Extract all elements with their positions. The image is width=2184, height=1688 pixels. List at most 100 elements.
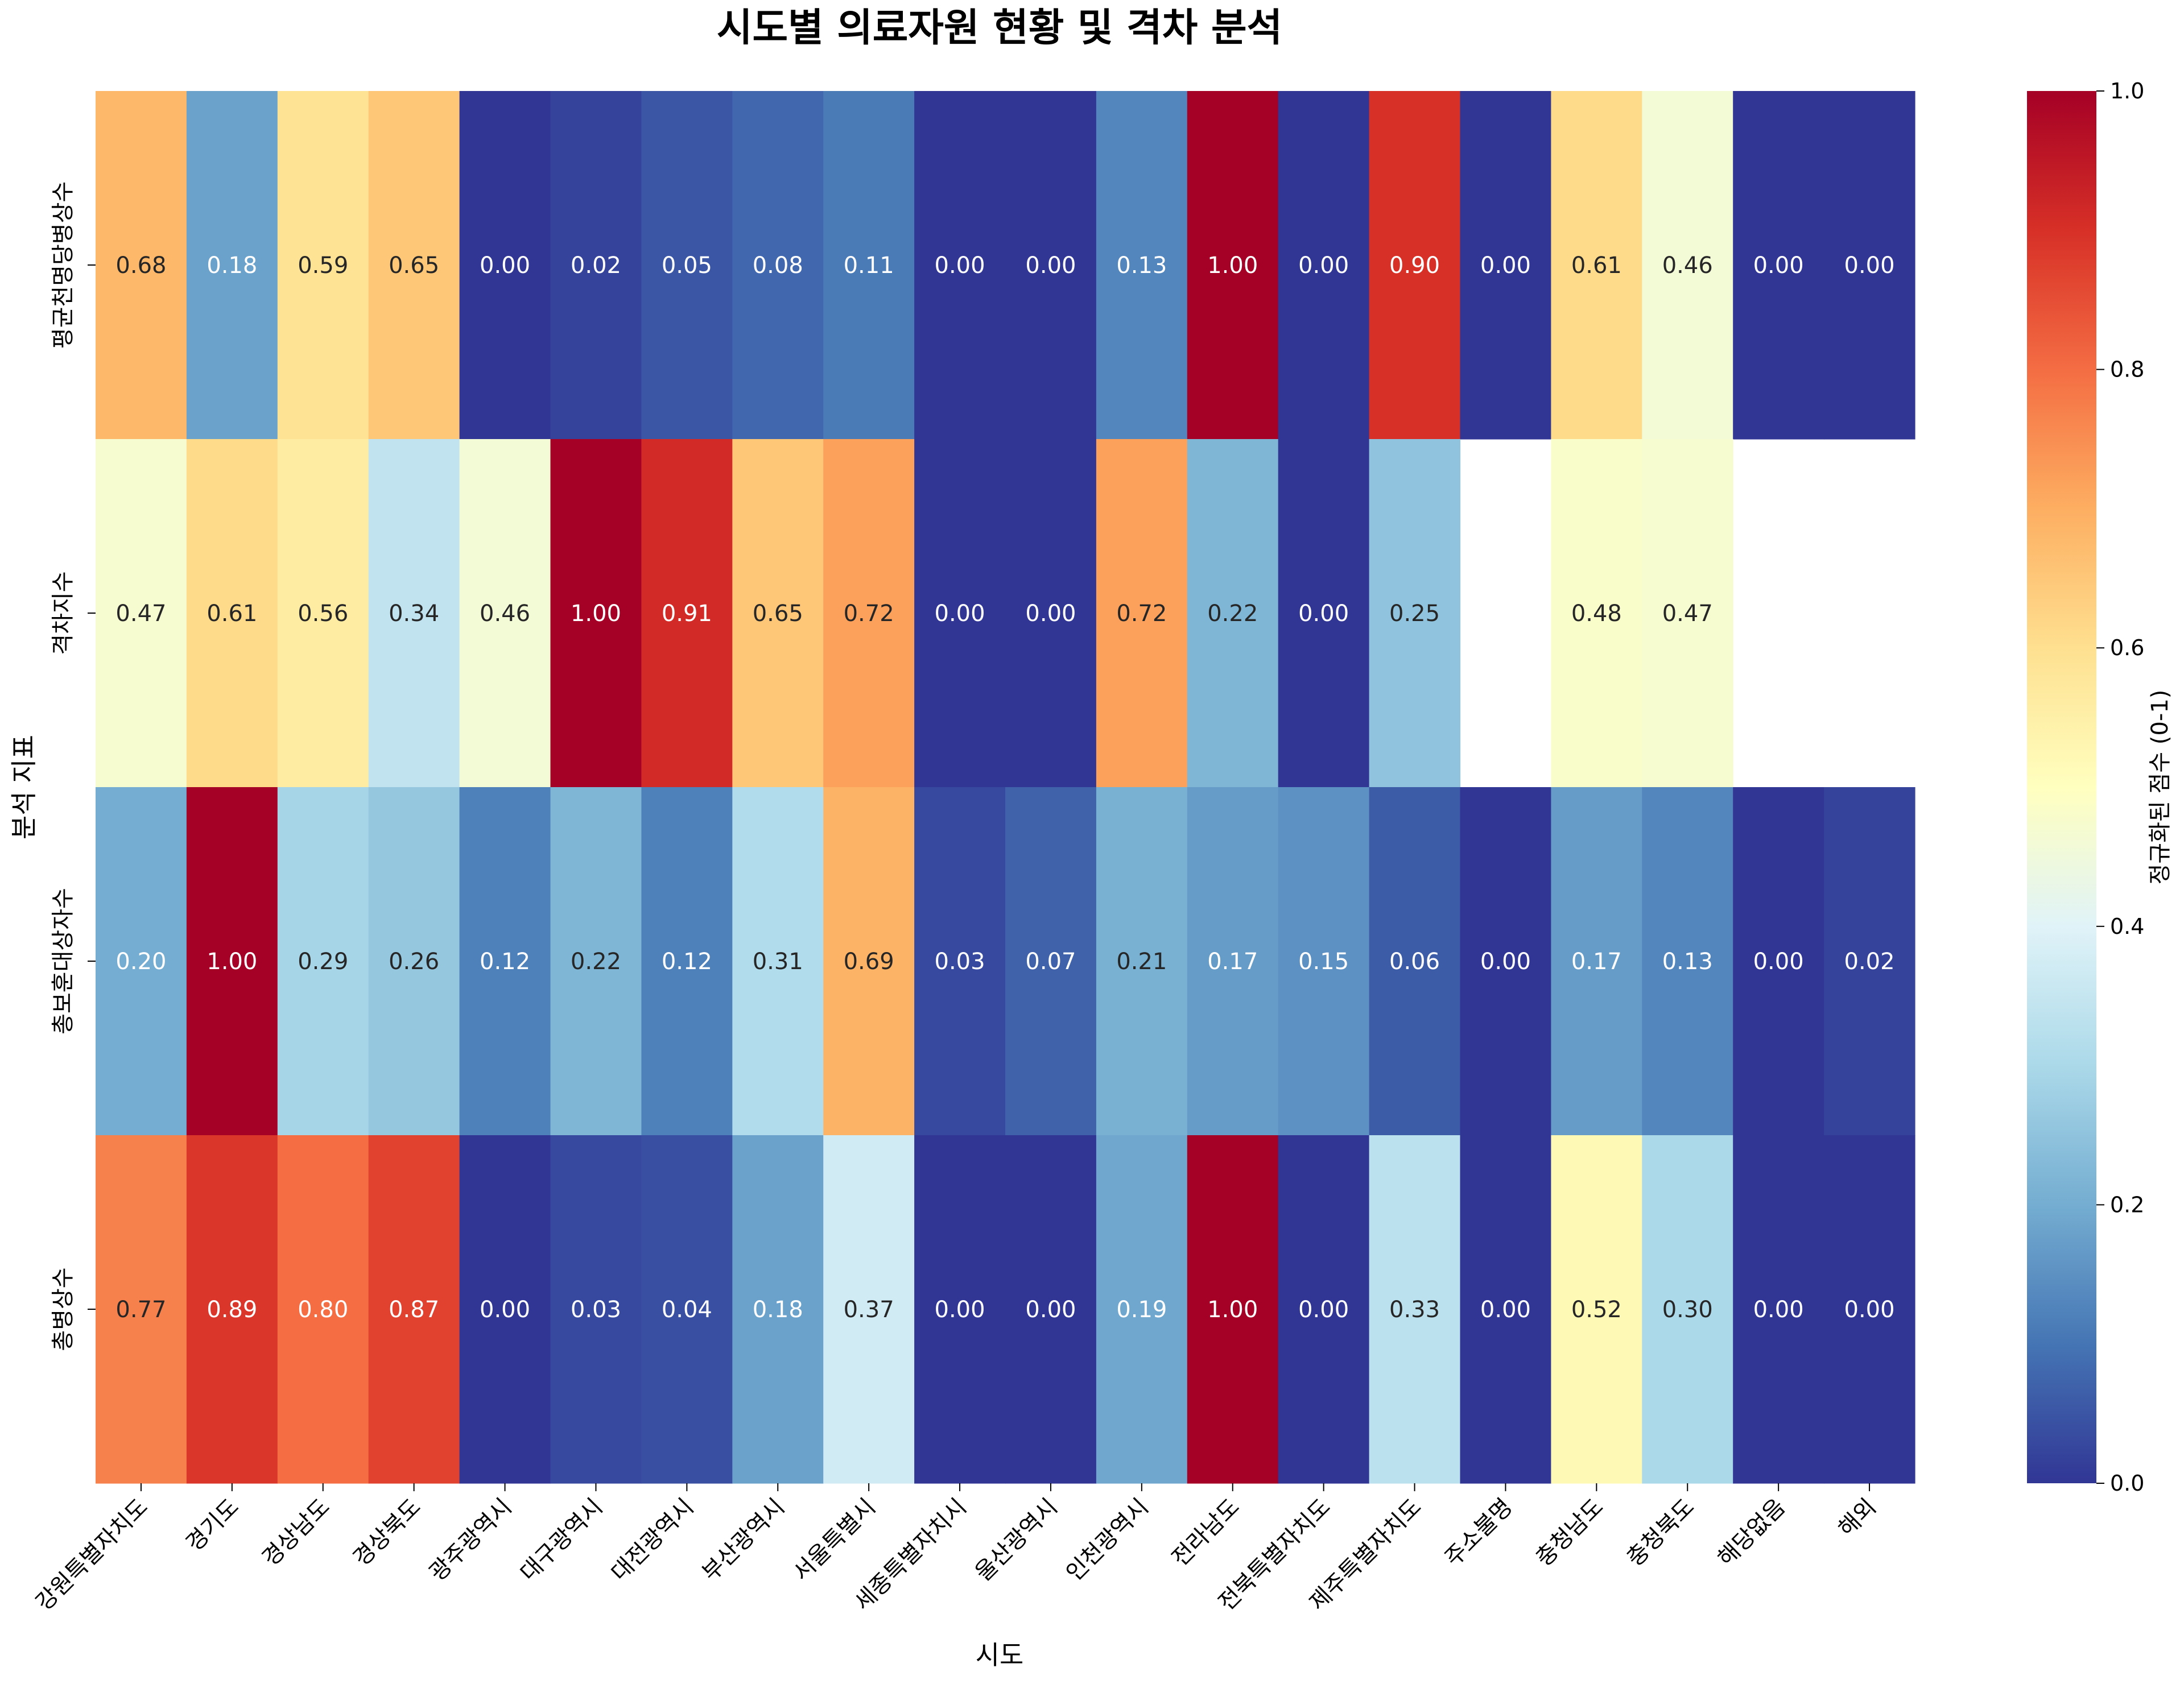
cell-value-label: 0.65 [389,253,439,279]
heatmap-cell [1187,787,1279,1136]
cell-annotations: 0.68 0.18 0.59 0.65 0.00 0.02 0.05 0.08 0.11 0.00… [115,253,1894,1323]
cell-value-label: 0.00 [1844,253,1895,279]
heatmap-cell [96,439,187,788]
heatmap-cell [277,1135,369,1484]
heatmap-cell [1096,1135,1188,1484]
colorbar-label: 정규화된 점수 (0-1) [2147,690,2173,885]
cell-value-label: 1.00 [1207,1297,1258,1323]
heatmap-cell [550,439,642,788]
heatmap-cell [1460,787,1551,1136]
colorbar: 0.0 0.2 0.4 0.6 0.8 1.0 [2027,78,2144,1496]
heatmap-cell [823,787,915,1136]
y-tick-label: 총병상수 [50,1267,76,1351]
colorbar-tick-label: 0.4 [2110,914,2144,939]
heatmap-cell [1824,1135,1915,1484]
cell-value-label: 0.00 [1480,949,1531,975]
cell-value-label: 0.00 [1298,253,1349,279]
cell-value-label: 0.65 [753,601,803,627]
cell-value-label: 0.48 [1571,601,1622,627]
heatmap-cell [914,439,1006,788]
heatmap-cell [277,787,369,1136]
chart-title: 시도별 의료자원 현황 및 격차 분석 [717,6,1282,51]
heatmap-cell [1278,1135,1370,1484]
heatmap-cell [1278,91,1370,440]
heatmap-cell [186,1135,278,1484]
heatmap-cell [641,787,733,1136]
cell-value-label: 0.29 [298,949,348,975]
heatmap-cell [732,787,824,1136]
cell-value-label: 0.26 [389,949,439,975]
heatmap-cell [914,1135,1006,1484]
cell-value-label: 0.68 [115,253,166,279]
cell-value-label: 0.00 [1753,949,1804,975]
heatmap-cell [1733,91,1824,440]
cell-value-label: 0.05 [662,253,712,279]
cell-value-label: 0.25 [1389,601,1440,627]
cell-value-label: 0.15 [1298,949,1349,975]
heatmap-cell [914,787,1006,1136]
cell-value-label: 0.72 [844,601,894,627]
cell-value-label: 0.12 [480,949,530,975]
heatmap-cell [1369,787,1461,1136]
heatmap-cell [550,787,642,1136]
cell-value-label: 0.02 [1844,949,1895,975]
heatmap-cell [368,439,460,788]
cell-value-label: 0.87 [389,1297,439,1323]
cell-value-label: 0.00 [1480,1297,1531,1323]
heatmap-cell [277,439,369,788]
heatmap-cell [186,439,278,788]
heatmap-cell [732,439,824,788]
cell-value-label: 0.17 [1571,949,1622,975]
heatmap-cell [1642,787,1733,1136]
heatmap-cell [186,787,278,1136]
colorbar-tick-label: 1.0 [2110,78,2144,104]
cell-value-label: 1.00 [571,601,621,627]
heatmap-cell [823,439,915,788]
cell-value-label: 0.11 [844,253,894,279]
heatmap-cell [459,787,551,1136]
heatmap-cell [186,91,278,440]
colorbar-tick-label: 0.0 [2110,1471,2144,1496]
colorbar-tick-label: 0.2 [2110,1192,2144,1217]
cell-value-label: 1.00 [207,949,257,975]
cell-value-label: 0.21 [1116,949,1167,975]
cell-value-label: 0.00 [935,601,985,627]
cell-value-label: 0.46 [480,601,530,627]
cell-value-label: 0.00 [1025,253,1076,279]
heatmap-cell [1824,91,1915,440]
cell-value-label: 0.17 [1207,949,1258,975]
cell-value-label: 0.00 [1025,1297,1076,1323]
cell-value-label: 0.30 [1662,1297,1713,1323]
heatmap-cell [1733,1135,1824,1484]
cell-value-label: 0.77 [115,1297,166,1323]
heatmap-cell [1369,439,1461,788]
cell-value-label: 0.31 [753,949,803,975]
heatmap-cell [368,1135,460,1484]
heatmap-cell [1551,1135,1642,1484]
cell-value-label: 0.34 [389,601,439,627]
heatmap-cell [459,439,551,788]
cell-value-label: 0.00 [935,1297,985,1323]
heatmap-cell [1460,1135,1551,1484]
heatmap-cell [1369,1135,1461,1484]
cell-value-label: 0.91 [662,601,712,627]
heatmap-cell [459,91,551,440]
heatmap-cell [1005,91,1097,440]
cell-value-label: 0.18 [207,253,257,279]
cell-value-label: 0.03 [935,949,985,975]
y-tick-label: 격차지수 [50,571,76,655]
cell-value-label: 0.52 [1571,1297,1622,1323]
heatmap-cell [550,91,642,440]
cell-value-label: 1.00 [1207,253,1258,279]
heatmap-cell [1551,787,1642,1136]
cell-value-label: 0.00 [1298,1297,1349,1323]
cell-value-label: 0.56 [298,601,348,627]
cell-value-label: 0.00 [1844,1297,1895,1323]
cell-value-label: 0.90 [1389,253,1440,279]
heatmap-cell [1096,787,1188,1136]
cell-value-label: 0.33 [1389,1297,1440,1323]
heatmap-cell [1369,91,1461,440]
colorbar-gradient [2027,91,2096,1483]
